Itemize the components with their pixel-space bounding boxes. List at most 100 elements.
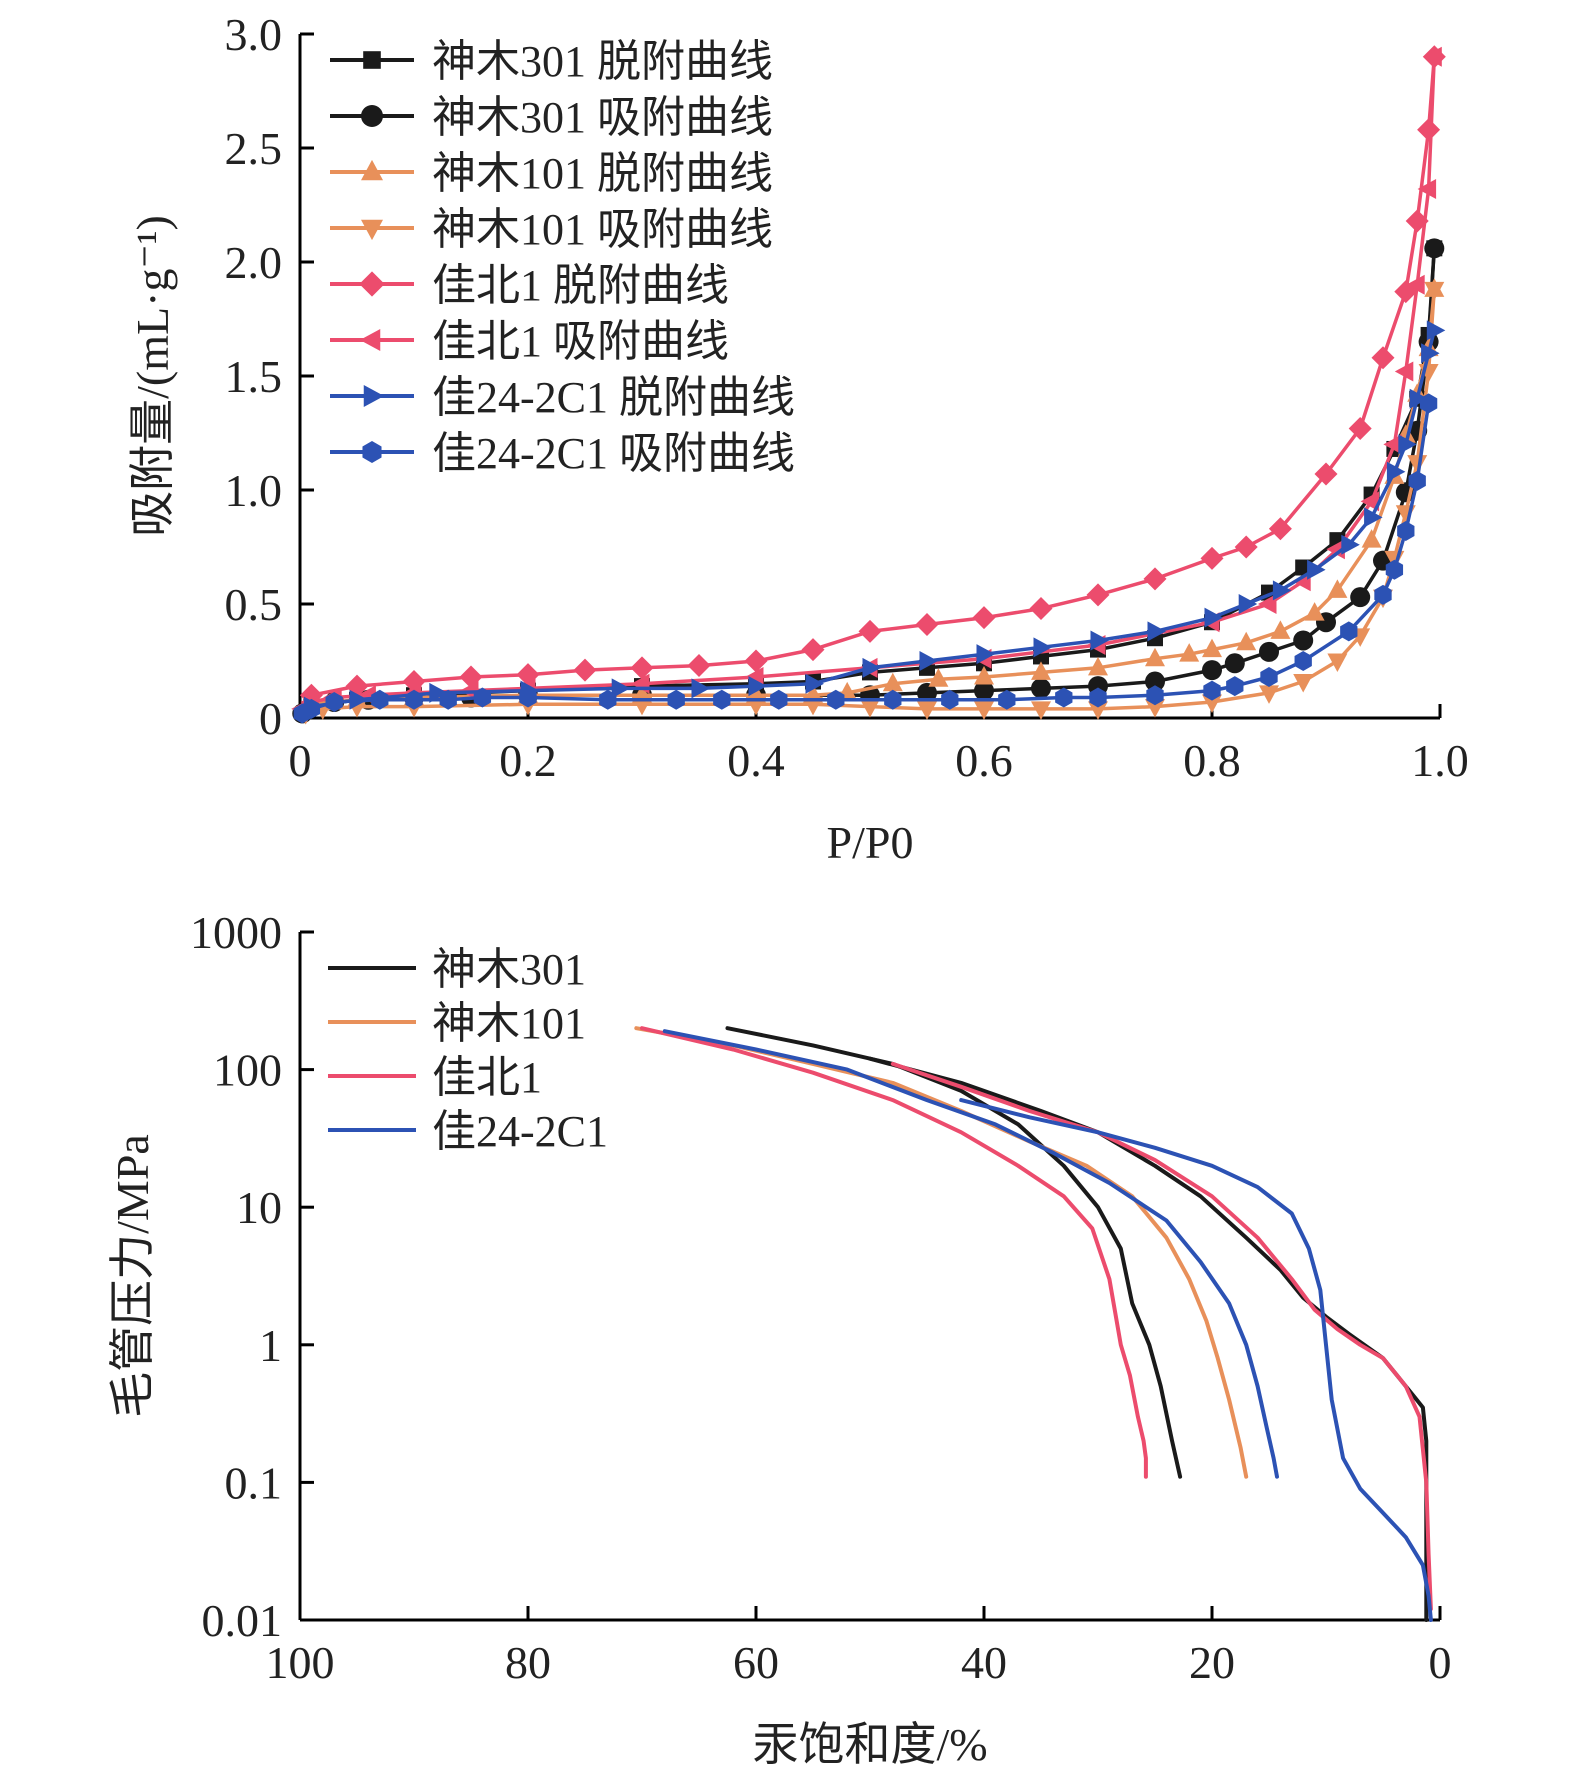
legend-label: 神木101 脱附曲线 bbox=[432, 149, 773, 198]
x-tick-label: 0 bbox=[289, 735, 312, 786]
data-point bbox=[748, 676, 767, 697]
data-point bbox=[1090, 630, 1109, 651]
data-point bbox=[1327, 653, 1348, 672]
legend: 神木301 神木101 佳北1 佳24-2C1 bbox=[328, 945, 608, 1156]
data-point bbox=[1304, 602, 1325, 621]
data-point bbox=[1426, 320, 1446, 341]
data-point bbox=[1327, 579, 1348, 598]
legend-entry: 佳北1 脱附曲线 bbox=[330, 261, 729, 310]
y-tick-label: 0 bbox=[259, 693, 282, 744]
legend-entry: 神木301 bbox=[328, 945, 586, 994]
data-point bbox=[941, 689, 959, 710]
data-point bbox=[1031, 678, 1051, 699]
data-point bbox=[1350, 587, 1371, 608]
y-tick-label: 1000 bbox=[190, 907, 282, 958]
legend-entry: 佳24-2C1 脱附曲线 bbox=[330, 373, 795, 422]
series-7 bbox=[293, 393, 1438, 724]
x-tick-label: 1.0 bbox=[1411, 735, 1469, 786]
data-point bbox=[976, 644, 995, 665]
series-line-6 bbox=[959, 1098, 1433, 1622]
data-point bbox=[770, 689, 788, 710]
data-point bbox=[1406, 274, 1425, 295]
y-tick-label: 1.5 bbox=[225, 351, 283, 402]
data-point bbox=[1386, 461, 1406, 482]
data-point bbox=[1293, 630, 1314, 651]
data-point bbox=[1417, 118, 1441, 142]
data-point bbox=[1423, 46, 1442, 67]
data-point bbox=[1145, 699, 1165, 718]
data-point bbox=[974, 701, 994, 720]
data-point bbox=[1029, 597, 1053, 621]
data-point bbox=[1424, 238, 1445, 259]
data-point bbox=[1270, 620, 1291, 639]
data-point bbox=[1272, 580, 1292, 601]
data-point bbox=[687, 654, 711, 678]
legend-label: 神木101 吸附曲线 bbox=[432, 205, 773, 254]
legend-label: 佳北1 bbox=[432, 1053, 542, 1102]
data-point bbox=[713, 689, 731, 710]
data-point bbox=[1089, 687, 1107, 708]
data-point bbox=[1314, 462, 1338, 486]
data-point bbox=[1031, 661, 1051, 680]
data-point bbox=[827, 689, 845, 710]
series-line-4 bbox=[890, 1061, 1433, 1612]
legend-label: 佳北1 吸附曲线 bbox=[432, 317, 729, 366]
data-point bbox=[998, 689, 1016, 710]
x-tick-label: 0.6 bbox=[955, 735, 1013, 786]
data-point bbox=[1394, 361, 1414, 382]
data-point bbox=[1383, 434, 1402, 455]
data-point bbox=[1202, 660, 1222, 681]
data-point bbox=[1226, 676, 1244, 697]
data-point bbox=[519, 687, 537, 708]
legend-marker bbox=[363, 51, 381, 69]
data-point bbox=[1088, 701, 1108, 720]
data-point bbox=[302, 698, 321, 719]
data-point bbox=[630, 656, 654, 680]
data-point bbox=[919, 651, 938, 671]
data-point bbox=[744, 649, 768, 673]
data-point bbox=[1417, 179, 1437, 200]
x-axis-label: 汞饱和度/% bbox=[752, 1719, 987, 1770]
data-point bbox=[1238, 594, 1258, 614]
data-point bbox=[1145, 647, 1165, 667]
data-point bbox=[1202, 694, 1222, 714]
legend-label: 佳24-2C1 bbox=[432, 1107, 608, 1156]
data-point bbox=[917, 701, 937, 720]
data-point bbox=[371, 689, 389, 710]
data-point bbox=[1398, 434, 1417, 455]
data-point bbox=[667, 689, 685, 710]
legend-marker bbox=[361, 105, 383, 127]
data-point bbox=[1088, 656, 1108, 676]
data-point bbox=[1236, 631, 1257, 651]
legend-marker bbox=[363, 385, 385, 407]
data-point bbox=[974, 665, 994, 685]
capillary-pressure-chart: 0.01 0.1 1 10 100 1000 100 80 60 40 20 0 汞饱和度/% 毛管压力/… bbox=[107, 907, 1452, 1770]
data-point bbox=[1374, 584, 1392, 605]
data-point bbox=[1260, 666, 1278, 687]
data-point bbox=[862, 657, 881, 678]
data-point bbox=[1145, 671, 1165, 692]
data-point bbox=[1259, 641, 1279, 662]
data-point bbox=[884, 689, 902, 710]
y-tick-label: 0.01 bbox=[202, 1595, 283, 1646]
data-point bbox=[1307, 559, 1326, 580]
y-tick-label: 0.1 bbox=[225, 1457, 283, 1508]
data-point bbox=[972, 606, 996, 630]
data-point bbox=[1408, 470, 1426, 491]
x-tick-label: 60 bbox=[733, 1637, 779, 1688]
data-point bbox=[1234, 535, 1258, 559]
data-point bbox=[611, 678, 631, 699]
x-tick-label: 0 bbox=[1429, 1637, 1452, 1688]
x-tick-label: 20 bbox=[1189, 1637, 1235, 1688]
legend-entry: 神木101 脱附曲线 bbox=[330, 149, 773, 198]
x-tick-label: 40 bbox=[961, 1637, 1007, 1688]
legend-entry: 佳24-2C1 bbox=[328, 1107, 608, 1156]
y-tick-label: 2.0 bbox=[225, 237, 283, 288]
data-point bbox=[1086, 583, 1110, 607]
y-tick-label: 1 bbox=[259, 1320, 282, 1371]
y-tick-label: 3.0 bbox=[225, 9, 283, 60]
isotherm-chart: 0 0.5 1.0 1.5 2.0 2.5 3.0 0 0.2 0.4 0.6 0.8 1.0 P/P0 吸… bbox=[127, 9, 1469, 868]
legend-label: 神木301 脱附曲线 bbox=[432, 37, 773, 86]
legend-marker bbox=[361, 159, 383, 181]
legend-marker bbox=[359, 329, 381, 351]
